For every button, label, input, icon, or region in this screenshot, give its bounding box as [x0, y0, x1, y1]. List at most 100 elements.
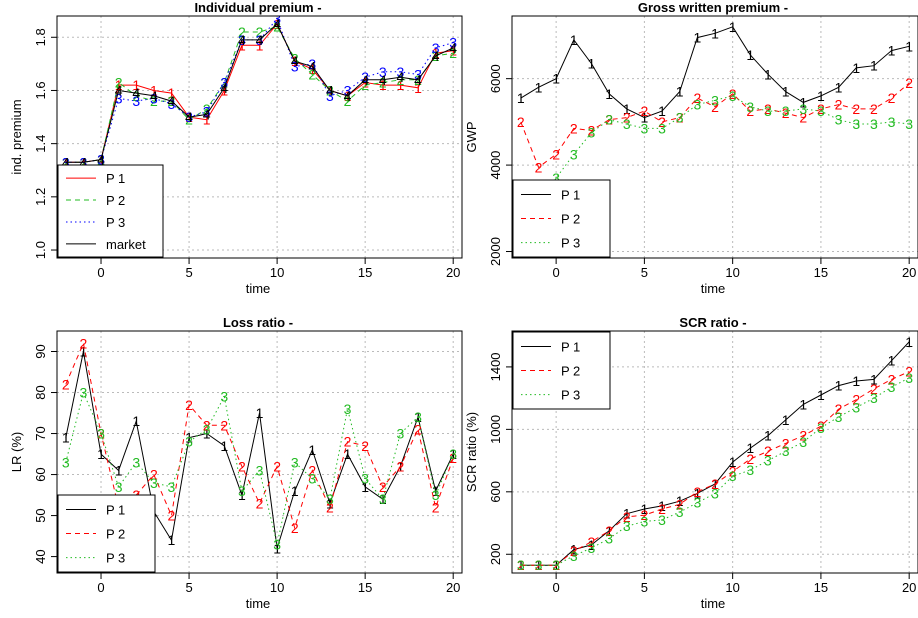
- y-tick-label: 80: [33, 385, 48, 399]
- data-point: 2: [658, 501, 666, 517]
- data-point: 1: [308, 61, 316, 77]
- chart-panel-3: 1111111111111111111111122222222222222222…: [9, 315, 463, 611]
- data-point: 3: [326, 88, 334, 104]
- data-point: 2: [711, 476, 719, 492]
- series-line-1: [65, 23, 454, 163]
- data-point: 3: [361, 471, 369, 487]
- data-point: 2: [588, 534, 596, 550]
- data-point: 1: [220, 438, 228, 454]
- data-point: 1: [817, 387, 825, 403]
- data-point: 1: [782, 412, 790, 428]
- data-point: 3: [396, 426, 404, 442]
- data-point: 3: [449, 35, 457, 51]
- data-point: 1: [835, 378, 843, 394]
- data-point: 3: [764, 453, 772, 469]
- legend-entry: market: [106, 237, 146, 252]
- data-point: 3: [588, 125, 596, 141]
- y-tick-label: 2000: [488, 237, 503, 266]
- data-point: 3: [817, 420, 825, 436]
- data-point: 3: [870, 116, 878, 132]
- data-point: 1: [326, 495, 334, 511]
- data-point: 1: [640, 501, 648, 517]
- data-point: 2: [623, 509, 631, 525]
- data-point: 2: [711, 99, 719, 115]
- data-point: 2: [658, 114, 666, 130]
- data-point: 3: [379, 491, 387, 507]
- data-point: 1: [396, 77, 404, 93]
- x-tick-label: 20: [446, 580, 460, 595]
- data-point: 2: [379, 74, 387, 90]
- legend-entry: P 2: [106, 193, 125, 208]
- data-point: 3: [308, 56, 316, 72]
- y-axis-label: GWP: [464, 121, 479, 152]
- data-point: 2: [256, 24, 264, 40]
- data-point: 3: [711, 485, 719, 501]
- data-point: 1: [256, 37, 264, 53]
- legend-entry: P 2: [561, 212, 580, 227]
- data-point: 2: [535, 159, 543, 175]
- y-tick-label: 1.8: [33, 28, 48, 46]
- data-point: 1: [361, 479, 369, 495]
- series-line-2: [520, 371, 910, 566]
- data-point: 2: [640, 103, 648, 119]
- data-point: 3: [535, 557, 543, 573]
- data-point: 3: [570, 146, 578, 162]
- data-point: 2: [168, 508, 176, 524]
- data-point: 1: [379, 491, 387, 507]
- plot-frame: [511, 330, 918, 574]
- data-point: 1: [238, 37, 246, 53]
- data-point: 4: [238, 32, 246, 48]
- data-point: 4: [414, 72, 422, 88]
- data-point: 2: [361, 438, 369, 454]
- data-point: 1: [97, 446, 105, 462]
- data-point: 4: [115, 82, 123, 98]
- data-point: 1: [623, 101, 631, 117]
- legend: P 1 P 2 P 3 market: [57, 164, 164, 258]
- plot-frame: [56, 15, 463, 259]
- legend-entry: P 1: [106, 171, 125, 186]
- data-point: 3: [799, 101, 807, 117]
- data-point: 3: [273, 11, 281, 27]
- series-line-3: [520, 377, 910, 566]
- data-point: 2: [361, 77, 369, 93]
- series-line-3: [520, 95, 910, 214]
- y-tick-label: 6000: [488, 64, 503, 93]
- x-tick-label: 15: [358, 265, 372, 280]
- x-tick-label: 10: [725, 265, 739, 280]
- data-point: 1: [676, 84, 684, 100]
- x-tick-label: 15: [358, 580, 372, 595]
- data-point: 1: [535, 79, 543, 95]
- data-point: 1: [729, 19, 737, 35]
- x-axis-label: time: [701, 596, 726, 611]
- legend-entry: P 1: [561, 187, 580, 202]
- data-point: 2: [835, 97, 843, 113]
- data-point: 3: [835, 409, 843, 425]
- data-point: 1: [185, 430, 193, 446]
- y-tick-label: 1.2: [33, 188, 48, 206]
- data-point: 3: [552, 170, 560, 186]
- data-point: 3: [605, 531, 613, 547]
- data-point: 3: [693, 97, 701, 113]
- series-line-1: [520, 26, 910, 119]
- legend-entry: P 3: [106, 551, 125, 566]
- data-point: 1: [238, 487, 246, 503]
- data-point: 2: [379, 479, 387, 495]
- data-point: 1: [605, 86, 613, 102]
- data-point: 3: [888, 379, 896, 395]
- data-point: 1: [115, 462, 123, 478]
- data-point: 2: [746, 451, 754, 467]
- data-point: 1: [870, 58, 878, 74]
- y-tick-label: 40: [33, 549, 48, 563]
- data-point: 2: [273, 19, 281, 35]
- data-point: 3: [80, 385, 88, 401]
- x-tick-label: 10: [270, 265, 284, 280]
- x-tick-label: 15: [814, 265, 828, 280]
- data-point: 2: [552, 146, 560, 162]
- data-point: 1: [132, 413, 140, 429]
- data-point: 1: [432, 483, 440, 499]
- data-point: 2: [308, 462, 316, 478]
- x-tick-label: 15: [814, 580, 828, 595]
- data-point: 2: [273, 458, 281, 474]
- data-point: 2: [905, 75, 913, 91]
- data-point: 4: [273, 16, 281, 32]
